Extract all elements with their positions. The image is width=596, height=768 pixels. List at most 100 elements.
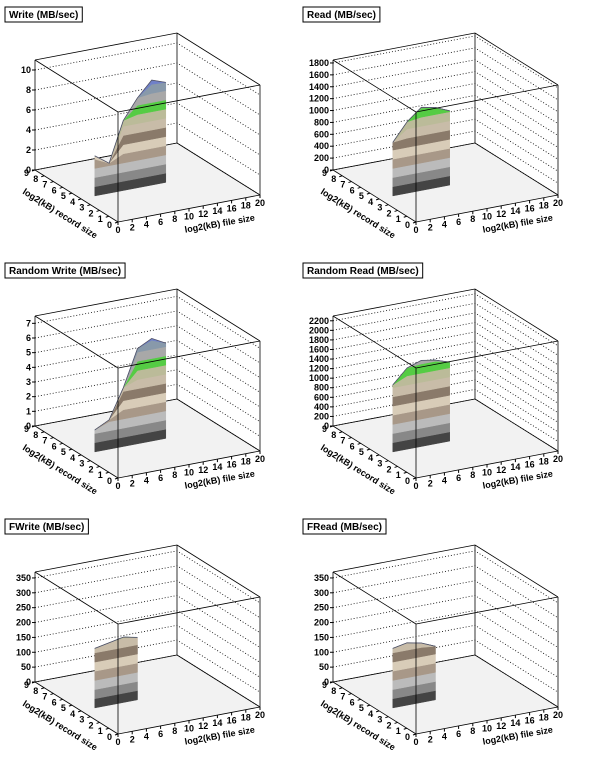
- box-edge: [332, 544, 476, 573]
- box-edge: [332, 425, 417, 479]
- y-tick: [41, 431, 45, 434]
- y-tick: [77, 454, 82, 457]
- y-tick-label: 6: [350, 697, 355, 707]
- y-tick-label: 9: [24, 424, 29, 434]
- y-tick-label: 7: [42, 692, 47, 702]
- x-tick-label: 10: [482, 212, 492, 222]
- chart-title: Write (MB/sec): [9, 10, 78, 21]
- z-tick-label: 1400: [309, 354, 329, 364]
- x-tick-label: 8: [172, 214, 177, 224]
- box-edge: [332, 59, 417, 113]
- y-tick-label: 8: [33, 430, 38, 440]
- z-tick-label: 5: [26, 348, 31, 358]
- y-tick-label: 2: [89, 208, 94, 218]
- y-tick: [348, 437, 352, 440]
- x-tick-label: 20: [255, 454, 265, 464]
- z-tick-label: 2: [26, 392, 31, 402]
- y-tick-label: 1: [98, 214, 103, 224]
- box-edge: [34, 571, 119, 625]
- z-tick-label: 300: [314, 588, 329, 598]
- x-tick-label: 14: [212, 206, 222, 216]
- box-edge: [332, 169, 417, 223]
- y-tick-label: 4: [368, 453, 373, 463]
- x-tick-label: 4: [442, 220, 447, 230]
- box-edge: [415, 84, 559, 113]
- y-tick: [375, 198, 380, 201]
- y-tick-label: 0: [405, 476, 410, 486]
- y-tick-label: 1: [98, 470, 103, 480]
- y-tick: [375, 454, 380, 457]
- x-tick-label: 4: [442, 476, 447, 486]
- z-tick-label: 600: [314, 129, 329, 139]
- z-tick-label: 600: [314, 392, 329, 402]
- y-tick-label: 8: [331, 686, 336, 696]
- y-tick: [357, 186, 361, 189]
- title-box: [302, 6, 381, 23]
- y-tick-label: 6: [52, 441, 57, 451]
- x-tick-label: 20: [553, 198, 563, 208]
- z-tick-label: 1000: [309, 106, 329, 116]
- z-tick-label: 0: [26, 165, 31, 175]
- y-tick-label: 1: [396, 214, 401, 224]
- x-tick-label: 10: [482, 468, 492, 478]
- box-edge: [117, 84, 261, 113]
- x-tick-label: 6: [158, 217, 163, 227]
- z-tick-label: 400: [314, 141, 329, 151]
- z-tick-label: 1600: [309, 70, 329, 80]
- z-tick-label: 1600: [309, 344, 329, 354]
- y-tick: [366, 448, 371, 451]
- z-tick-label: 200: [16, 618, 31, 628]
- z-tick-label: 0: [26, 677, 31, 687]
- title-box: [4, 518, 89, 535]
- y-tick-label: 6: [52, 697, 57, 707]
- x-tick-label: 6: [158, 729, 163, 739]
- z-tick-label: 4: [26, 125, 31, 135]
- z-tick-label: 2: [26, 145, 31, 155]
- grid-line: [34, 565, 261, 619]
- y-tick: [114, 477, 119, 480]
- x-tick-label: 12: [198, 465, 208, 475]
- z-tick-label: 100: [314, 647, 329, 657]
- y-tick-label: 0: [107, 476, 112, 486]
- y-tick-label: 5: [61, 191, 66, 201]
- z-tick-label: 3: [26, 377, 31, 387]
- y-tick: [403, 727, 407, 730]
- chart-title: Random Read (MB/sec): [307, 266, 419, 277]
- y-tick: [329, 681, 334, 684]
- z-tick-label: 800: [314, 117, 329, 127]
- x-tick-label: 14: [510, 718, 520, 728]
- x-tick-label: 20: [553, 454, 563, 464]
- x-tick-label: 6: [158, 473, 163, 483]
- y-tick: [339, 687, 343, 690]
- x-tick-label: 10: [184, 724, 194, 734]
- x-tick-label: 16: [525, 459, 535, 469]
- surface-top: [392, 106, 450, 143]
- z-tick-label: 1800: [309, 335, 329, 345]
- surface-chart: Read (MB/sec)020040060080010001200140016…: [302, 6, 563, 240]
- y-tick-label: 7: [42, 180, 47, 190]
- y-tick: [339, 175, 343, 178]
- y-tick-label: 1: [396, 726, 401, 736]
- box-edge: [474, 142, 559, 196]
- x-tick-label: 14: [510, 206, 520, 216]
- y-tick: [403, 471, 407, 474]
- box-edge: [34, 544, 178, 573]
- x-tick-label: 8: [470, 214, 475, 224]
- box-edge: [176, 32, 261, 86]
- y-tick-label: 9: [24, 168, 29, 178]
- y-tick-label: 9: [24, 680, 29, 690]
- y-tick: [348, 693, 352, 696]
- box-edge: [332, 288, 476, 317]
- y-tick: [339, 431, 343, 434]
- surface-top: [94, 636, 138, 649]
- x-tick-label: 20: [553, 710, 563, 720]
- z-tick-label: 1200: [309, 94, 329, 104]
- y-tick: [394, 209, 398, 212]
- z-tick-label: 8: [26, 85, 31, 95]
- x-tick-label: 14: [212, 462, 222, 472]
- box-edge: [34, 169, 119, 223]
- y-tick: [357, 698, 361, 701]
- y-tick-label: 2: [89, 720, 94, 730]
- box-edge: [34, 681, 119, 735]
